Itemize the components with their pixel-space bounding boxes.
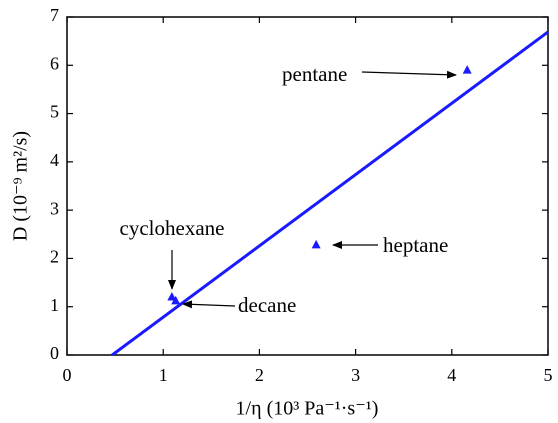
data-point (171, 295, 181, 305)
x-tick-label: 5 (544, 365, 553, 385)
plot-frame (66, 16, 549, 356)
y-tick-label: 7 (50, 5, 59, 25)
y-tick-label: 3 (50, 198, 59, 218)
x-tick-label: 1 (159, 365, 168, 385)
data-point (462, 65, 472, 74)
point-label: pentane (282, 62, 347, 86)
annotation-arrow (182, 300, 236, 309)
point-label: decane (238, 293, 296, 317)
point-label: cyclohexane (120, 216, 225, 240)
annotation-arrow (361, 70, 457, 79)
y-tick-label: 2 (50, 247, 59, 267)
x-tick-label: 3 (351, 365, 360, 385)
x-tick-label: 0 (63, 365, 72, 385)
y-axis-label: D (10⁻⁹ m²/s) (10, 131, 32, 241)
y-tick-label: 6 (50, 53, 59, 73)
y-tick-label: 1 (50, 295, 59, 315)
y-tick-label: 0 (50, 343, 59, 363)
y-tick-label: 4 (50, 150, 59, 170)
x-tick-label: 4 (447, 365, 456, 385)
point-label: heptane (383, 233, 448, 257)
data-point (311, 239, 321, 249)
x-tick-label: 2 (255, 365, 264, 385)
data-point (167, 292, 177, 301)
y-tick-label: 5 (50, 102, 59, 122)
x-axis-label: 1/η (10³ Pa⁻¹·s⁻¹) (236, 398, 379, 420)
